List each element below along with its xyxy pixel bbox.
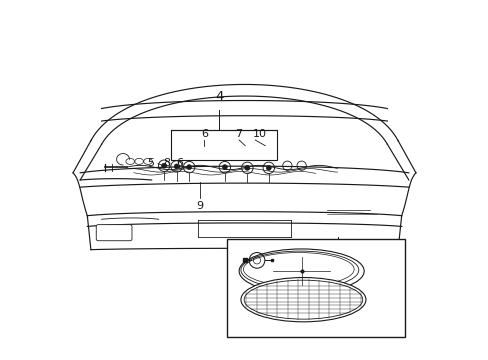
Text: 1: 1 <box>339 266 347 279</box>
FancyBboxPatch shape <box>96 225 132 241</box>
Text: 10: 10 <box>252 129 266 139</box>
Ellipse shape <box>243 252 353 286</box>
Ellipse shape <box>239 249 364 293</box>
Text: 7: 7 <box>235 129 242 139</box>
Circle shape <box>186 165 191 170</box>
Text: 4: 4 <box>215 90 223 103</box>
Text: 2: 2 <box>285 241 292 251</box>
Text: 5: 5 <box>147 158 154 168</box>
Ellipse shape <box>241 278 365 322</box>
Circle shape <box>222 165 227 170</box>
Ellipse shape <box>241 251 358 289</box>
FancyBboxPatch shape <box>226 239 405 337</box>
Text: 8: 8 <box>163 158 170 168</box>
Circle shape <box>266 165 271 170</box>
Text: 6: 6 <box>201 129 207 139</box>
Text: 3: 3 <box>242 241 248 251</box>
Circle shape <box>162 163 166 168</box>
Text: 9: 9 <box>196 202 203 211</box>
Circle shape <box>244 165 249 170</box>
Circle shape <box>174 164 179 169</box>
Ellipse shape <box>244 280 362 319</box>
Text: 6: 6 <box>176 158 183 168</box>
